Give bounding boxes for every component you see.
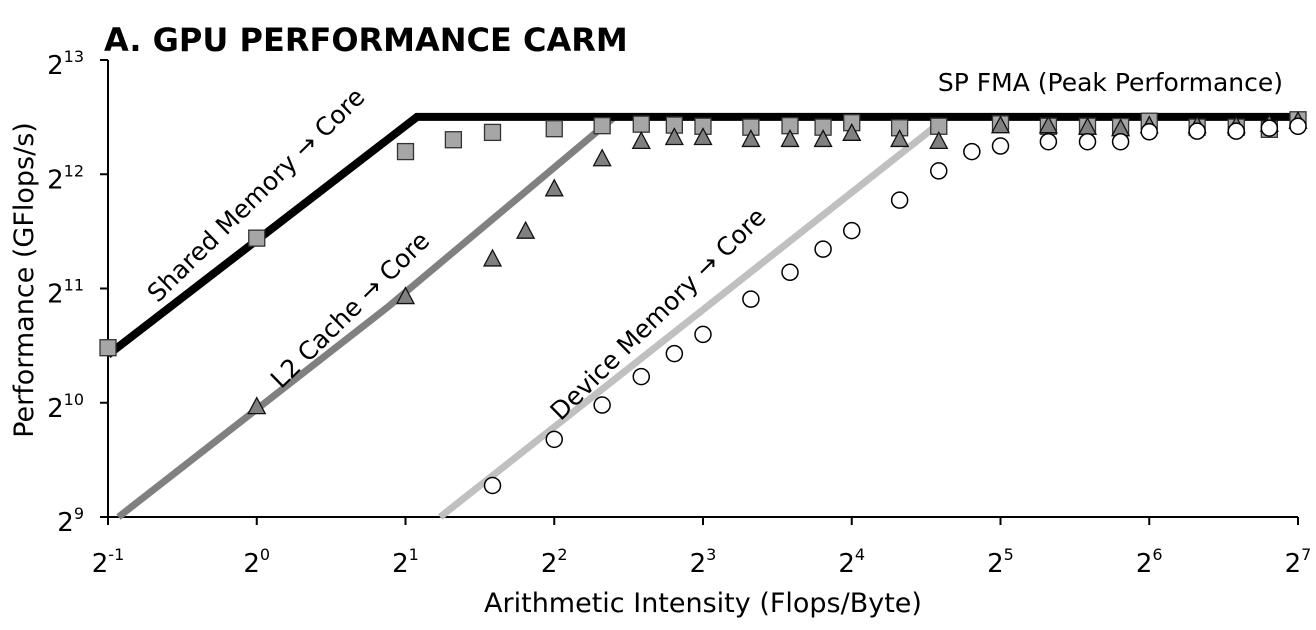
triangle-marker — [990, 115, 1011, 134]
l2-cache-roof-label: L2 Cache → Core — [265, 226, 435, 394]
circle-marker — [665, 344, 684, 363]
shared-memory-roof-label: Shared Memory → Core — [142, 82, 371, 308]
circle-marker — [890, 191, 909, 209]
square-marker — [396, 142, 415, 161]
y-axis-label: Performance (GFlops/s) — [9, 122, 40, 438]
triangle-marker — [664, 127, 684, 146]
device-memory-roof-line — [437, 113, 1298, 520]
circle-marker — [930, 162, 948, 180]
triangle-marker — [780, 129, 800, 148]
y-tick-label: 210 — [47, 390, 84, 424]
square-marker — [248, 229, 266, 247]
triangle-marker — [890, 129, 910, 148]
x-axis-label: Arithmetic Intensity (Flops/Byte) — [484, 588, 922, 619]
triangle-marker — [1038, 115, 1058, 134]
x-tick-label: 21 — [392, 545, 419, 579]
circle-marker — [593, 396, 611, 414]
circle-marker — [963, 142, 981, 161]
triangle-marker — [741, 129, 761, 148]
x-tick-label: 23 — [690, 545, 717, 579]
circle-marker — [1111, 132, 1130, 151]
x-tick-label: 2-1 — [92, 545, 125, 579]
circle-marker — [545, 430, 563, 449]
y-tick-label: 212 — [47, 161, 84, 195]
circle-marker — [632, 367, 651, 386]
triangle-marker — [247, 396, 267, 415]
circle-marker — [1260, 119, 1279, 137]
circle-marker — [843, 221, 861, 240]
axes — [100, 59, 1299, 525]
x-tick-label: 25 — [987, 545, 1014, 579]
device-memory-roof-label: Device Memory → Core — [545, 202, 772, 426]
triangle-marker — [929, 130, 949, 150]
circle-marker — [1039, 132, 1058, 151]
chart-title: A. GPU PERFORMANCE CARM — [104, 21, 628, 59]
y-tick-label: 211 — [47, 276, 84, 310]
circle-marker — [1227, 122, 1246, 140]
circle-marker — [694, 325, 712, 344]
y-tick-label: 29 — [57, 504, 84, 538]
data-markers — [99, 110, 1308, 495]
y-tick-label: 213 — [47, 47, 84, 81]
circle-marker — [781, 263, 799, 282]
circle-marker — [1188, 122, 1206, 140]
square-marker — [593, 117, 611, 135]
circle-marker — [742, 290, 760, 308]
triangle-marker — [813, 129, 833, 148]
triangle-marker — [516, 220, 536, 239]
peak-performance-label: SP FMA (Peak Performance) — [938, 68, 1283, 97]
x-tick-label: 20 — [243, 545, 270, 579]
circle-marker — [1140, 123, 1158, 141]
square-marker — [545, 120, 563, 138]
triangle-marker — [693, 127, 713, 146]
square-marker — [632, 115, 650, 133]
x-tick-label: 26 — [1136, 545, 1163, 579]
x-tick-label: 27 — [1285, 545, 1312, 579]
circle-marker — [991, 137, 1010, 155]
square-marker — [444, 131, 463, 149]
circle-marker — [814, 240, 832, 258]
triangle-marker — [482, 248, 503, 267]
triangle-marker — [842, 122, 862, 141]
circle-marker — [1078, 132, 1097, 151]
square-marker — [99, 339, 117, 357]
x-tick-label: 24 — [838, 545, 865, 579]
triangle-marker — [592, 148, 612, 167]
square-marker — [483, 123, 502, 142]
circle-marker — [483, 476, 502, 495]
circle-marker — [1289, 117, 1307, 136]
triangle-marker — [631, 130, 651, 150]
l2-cache-roof-line — [116, 113, 1298, 520]
x-tick-label: 22 — [541, 545, 568, 579]
triangle-marker — [544, 178, 564, 197]
tick-labels: 2-1 20 21 22 23 24 25 26 27 29 210 211 212 213 — [47, 47, 1311, 579]
triangle-marker — [395, 286, 416, 305]
